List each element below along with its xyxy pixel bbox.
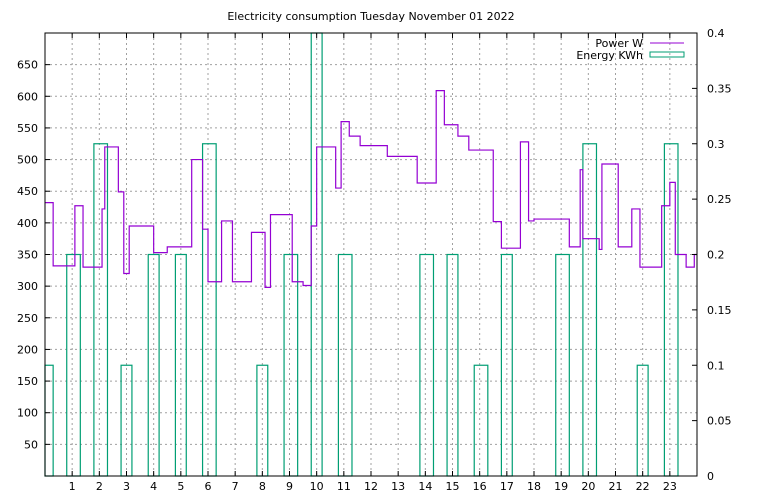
x-tick-label: 18 [527,480,541,493]
energy-bar [201,143,217,477]
x-tick-label: 21 [609,480,623,493]
axis-ticks: 1 2 3 4 5 6 7 8 9 10 11 12 13 14 15 16 17 18 19 20 21 22 23501… [17,27,732,493]
energy-bar [174,253,187,477]
energy-bar [147,253,160,477]
y2-tick-label: 0.15 [707,304,732,317]
x-tick-label: 23 [663,480,677,493]
grid-lines [45,33,697,476]
y-tick-label: 50 [24,438,38,451]
y2-tick-label: 0.4 [707,27,725,40]
energy-bar [337,253,353,477]
energy-bar [446,253,459,477]
y-tick-label: 450 [17,185,38,198]
x-tick-label: 8 [259,480,266,493]
x-tick-label: 12 [364,480,378,493]
x-tick-label: 19 [554,480,568,493]
x-tick-label: 6 [205,480,212,493]
x-tick-label: 17 [500,480,514,493]
y2-tick-label: 0.1 [707,359,725,372]
energy-bar [44,364,54,477]
y-tick-label: 200 [17,343,38,356]
x-tick-label: 7 [232,480,239,493]
energy-bar [66,253,81,477]
y-tick-label: 550 [17,122,38,135]
x-tick-label: 5 [177,480,184,493]
y2-tick-label: 0.05 [707,415,732,428]
energy-bar [473,364,489,477]
energy-bar [500,253,513,477]
x-tick-label: 2 [96,480,103,493]
x-tick-label: 11 [337,480,351,493]
y-tick-label: 300 [17,280,38,293]
y-tick-label: 350 [17,249,38,262]
x-tick-label: 9 [286,480,293,493]
energy-bar [555,253,570,477]
y-tick-label: 250 [17,312,38,325]
y-tick-label: 600 [17,90,38,103]
x-tick-label: 1 [69,480,76,493]
power-line [45,89,697,289]
y-tick-label: 500 [17,154,38,167]
x-tick-label: 16 [473,480,487,493]
y-tick-label: 100 [17,407,38,420]
legend-label-energy: Energy KWh [576,49,643,62]
x-tick-label: 10 [310,480,324,493]
y-tick-label: 650 [17,59,38,72]
legend: Power W Energy KWh [576,37,685,62]
x-tick-label: 22 [636,480,650,493]
x-tick-label: 15 [446,480,460,493]
energy-bar [283,253,299,477]
y2-tick-label: 0.25 [707,193,732,206]
y-tick-label: 400 [17,217,38,230]
energy-bar [419,253,435,477]
energy-bar [93,143,109,477]
y2-tick-label: 0.35 [707,82,732,95]
y2-tick-label: 0 [707,470,714,483]
chart-title: Electricity consumption Tuesday November… [227,10,514,23]
x-tick-label: 3 [123,480,130,493]
x-tick-label: 4 [150,480,157,493]
legend-sample-energy [649,51,685,58]
power-series [45,89,697,289]
legend-label-power: Power W [595,37,643,50]
energy-bar [663,143,679,477]
energy-bar [582,143,598,477]
y2-tick-label: 0.3 [707,138,725,151]
x-tick-label: 14 [418,480,432,493]
x-tick-label: 20 [581,480,595,493]
x-tick-label: 13 [391,480,405,493]
y2-tick-label: 0.2 [707,249,725,262]
y-tick-label: 150 [17,375,38,388]
